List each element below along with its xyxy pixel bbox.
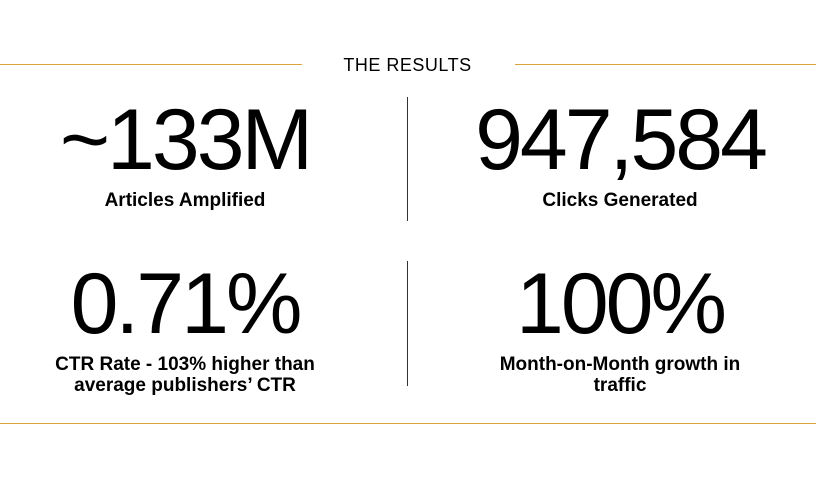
stat-value: 100%: [516, 256, 727, 352]
header-rule-left: [0, 64, 302, 65]
stat-value: ~133M: [59, 92, 313, 188]
footer-rule: [0, 423, 816, 424]
stat-label: Articles Amplified: [104, 190, 266, 211]
stat: 0.71% CTR Rate - 103% higher than averag…: [20, 256, 350, 396]
stat-value: 947,584: [475, 92, 768, 188]
header-rule-right: [515, 64, 816, 65]
stat: 100% Month-on-Month growth in traffic: [455, 256, 785, 396]
section-title: THE RESULTS: [343, 55, 472, 75]
stat: 947,584 Clicks Generated: [455, 92, 785, 211]
stat-label: Month-on-Month growth in traffic: [499, 354, 741, 396]
stat-label: CTR Rate - 103% higher than average publ…: [55, 354, 315, 396]
stat: ~133M Articles Amplified: [20, 92, 350, 211]
stat-label: Clicks Generated: [542, 190, 698, 211]
stat-value: 0.71%: [70, 256, 303, 352]
divider: [407, 97, 408, 221]
divider: [407, 261, 408, 386]
